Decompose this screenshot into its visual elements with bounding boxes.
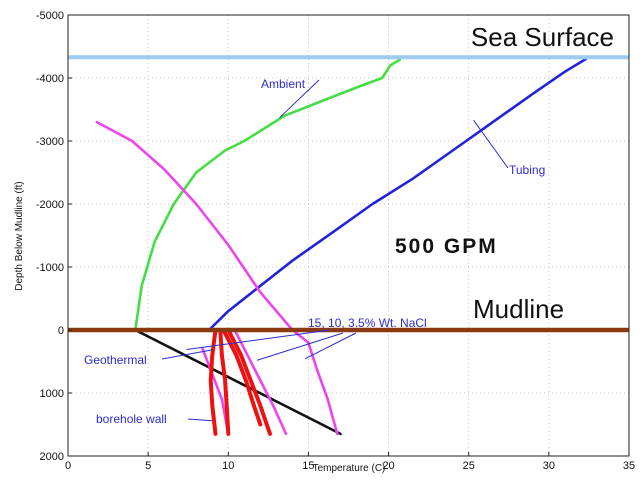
series-line-tubing xyxy=(207,57,588,332)
series-line-unnamed-10 xyxy=(221,328,263,427)
annotation-arrows xyxy=(161,79,509,422)
flow-rate-label: 500 GPM xyxy=(395,235,498,258)
grid xyxy=(68,15,629,456)
y-tick-label: 1000 xyxy=(40,388,64,400)
borehole-wall-label: borehole wall xyxy=(96,412,167,426)
plot-frame xyxy=(67,14,630,457)
series-line-ambient xyxy=(134,58,402,332)
x-tick-label: 30 xyxy=(543,460,555,472)
geothermal-leader xyxy=(161,349,213,360)
nacl-leader-3 xyxy=(304,332,357,360)
series-line-unnamed-8 xyxy=(218,328,231,436)
x-axis-label: Temperature (C) xyxy=(313,463,386,474)
y-tick-label: -3000 xyxy=(36,136,64,148)
x-tick-label: 10 xyxy=(222,460,234,472)
series-line-borehole-wall xyxy=(208,328,218,436)
x-tick-labels: 0 5 10 15 20 25 30 35 xyxy=(65,452,635,472)
nacl-leader-2 xyxy=(256,332,344,361)
nacl-leader-1 xyxy=(186,329,331,351)
x-tick-label: 35 xyxy=(623,460,635,472)
nacl-label: 15, 10, 3.5% Wt. NaCl xyxy=(308,316,427,330)
x-tick-label: 15 xyxy=(302,460,314,472)
x-tick-label: 25 xyxy=(463,460,475,472)
y-tick-label: -2000 xyxy=(36,199,64,211)
geothermal-label: Geothermal xyxy=(84,353,147,367)
y-tick-label: -4000 xyxy=(36,73,64,85)
series-group xyxy=(95,57,588,436)
ambient-leader xyxy=(279,79,320,119)
ambient-label: Ambient xyxy=(261,77,306,91)
tubing-label: Tubing xyxy=(509,163,545,177)
x-tick-label: 5 xyxy=(145,460,151,472)
y-axis-label: Depth Below Mudline (ft) xyxy=(14,181,25,291)
series-line-geothermal xyxy=(134,328,342,436)
y-tick-label: 0 xyxy=(58,325,64,337)
series-line-unnamed-2 xyxy=(95,120,310,344)
series-line-unnamed-6 xyxy=(201,347,230,436)
borehole-wall-leader xyxy=(187,418,213,422)
y-tick-label: -5000 xyxy=(36,10,64,22)
y-tick-label: 2000 xyxy=(40,451,64,463)
series-line-unnamed-9 xyxy=(226,328,272,436)
series-line-unnamed-5 xyxy=(233,328,288,436)
mudline-label: Mudline xyxy=(473,294,564,324)
reference-lines xyxy=(68,55,629,333)
y-tick-labels: -5000 -4000 -3000 -2000 -1000 0 1000 2000 xyxy=(36,10,72,463)
y-tick-label: -1000 xyxy=(36,262,64,274)
sea-surface-label: Sea Surface xyxy=(471,22,614,52)
x-tick-label: 20 xyxy=(382,460,394,472)
x-tick-label: 0 xyxy=(65,460,71,472)
tubing-leader xyxy=(473,119,509,169)
